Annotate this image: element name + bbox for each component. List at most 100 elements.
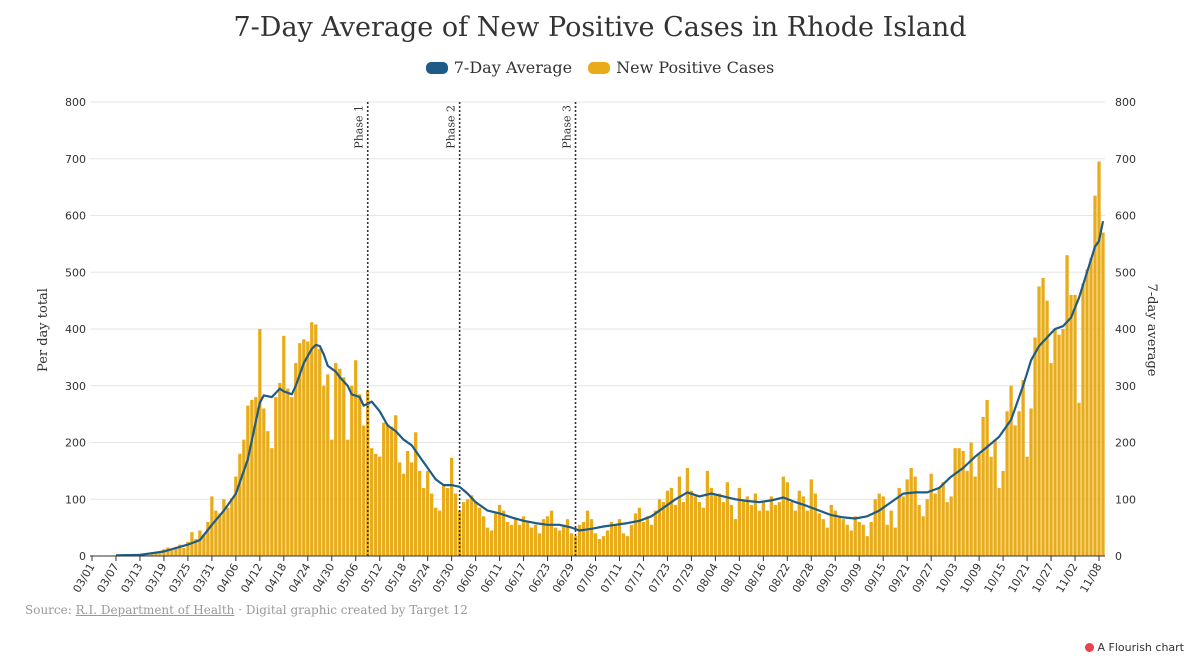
bar (274, 397, 278, 556)
bar (286, 388, 290, 556)
bar (410, 462, 414, 556)
x-tick-label: 08/04 (694, 561, 721, 595)
y-tick-label-right: 700 (1115, 153, 1136, 166)
bar (290, 397, 294, 556)
bar (781, 476, 785, 556)
bar (713, 493, 718, 556)
bar (669, 487, 674, 556)
y-axis-title-right: 7-day average (1144, 284, 1159, 377)
x-tick-label: 08/16 (742, 561, 769, 595)
bar (282, 335, 286, 556)
bar (453, 493, 458, 556)
bar (705, 470, 710, 556)
bar (442, 485, 446, 556)
flourish-credit[interactable]: A Flourish chart (1084, 641, 1184, 654)
bar (913, 476, 917, 556)
x-tick-label: 06/29 (550, 561, 577, 595)
bar (170, 550, 174, 556)
y-tick-label-right: 0 (1115, 550, 1122, 563)
y-tick-label-right: 400 (1115, 323, 1136, 336)
bar (378, 456, 382, 556)
bar (1017, 411, 1021, 556)
x-tick-label: 07/11 (598, 561, 625, 595)
bar (242, 439, 246, 556)
y-tick-label-left: 800 (65, 96, 86, 109)
bar (386, 424, 390, 556)
bar (198, 530, 202, 556)
bar (849, 530, 853, 556)
source-label: Source: (25, 603, 72, 617)
bar (342, 377, 346, 556)
bar (1061, 329, 1065, 556)
bar (1101, 232, 1105, 556)
bar (665, 490, 670, 556)
bar (989, 456, 993, 556)
bar (937, 487, 941, 556)
flourish-label: A Flourish chart (1097, 641, 1184, 654)
bar (422, 487, 426, 556)
bar (873, 499, 877, 556)
bar (537, 533, 542, 556)
bar (621, 533, 626, 556)
bar (150, 554, 154, 556)
bar (993, 439, 997, 556)
bar (1065, 255, 1069, 556)
bar (901, 496, 905, 556)
bar (861, 524, 865, 556)
bar (721, 502, 726, 556)
bar (821, 519, 825, 556)
bar (577, 524, 582, 556)
bar (661, 502, 666, 556)
bar (370, 448, 374, 556)
x-tick-label: 08/28 (790, 561, 817, 595)
x-tick-label: 08/22 (766, 561, 793, 595)
bar (238, 453, 242, 556)
phase-label: Phase 3 (561, 105, 574, 149)
bar (997, 487, 1001, 556)
source-link[interactable]: R.I. Department of Health (75, 603, 235, 617)
bar (1045, 300, 1049, 556)
bar (949, 496, 953, 556)
bar (617, 519, 622, 556)
bar (837, 516, 841, 556)
bar (741, 499, 746, 556)
bar (629, 524, 634, 556)
bar (897, 487, 901, 556)
bar (434, 507, 438, 556)
bar (985, 399, 989, 556)
bar (1037, 286, 1041, 556)
bar (314, 324, 318, 556)
bar (589, 519, 594, 556)
bar (166, 547, 170, 556)
phase-annotations: Phase 1 Phase 2 Phase 3 (353, 102, 577, 556)
bar (406, 451, 410, 556)
bar (158, 553, 162, 556)
bar (885, 524, 889, 556)
legend-item-average[interactable]: 7-Day Average (425, 58, 573, 77)
bar (461, 502, 466, 556)
bar (306, 341, 310, 556)
bar (925, 499, 929, 556)
bar (769, 496, 773, 556)
bar (785, 482, 789, 556)
credit-text: · Digital graphic created by Target 12 (238, 603, 468, 617)
bar (601, 536, 606, 556)
bar (961, 451, 965, 556)
y-tick-label-right: 800 (1115, 96, 1136, 109)
bar (501, 510, 506, 556)
bar (1001, 470, 1005, 556)
x-tick-label: 07/17 (622, 561, 649, 595)
bar (973, 476, 977, 556)
bar (801, 496, 805, 556)
bar (338, 368, 342, 556)
x-tick-label: 10/09 (958, 561, 985, 595)
bar (350, 385, 354, 556)
phase-label: Phase 1 (353, 105, 366, 149)
bar (258, 329, 262, 556)
bar (226, 507, 230, 556)
bar (817, 513, 821, 556)
bar (1041, 277, 1045, 556)
bar (953, 448, 957, 556)
legend-label-average: 7-Day Average (453, 58, 573, 77)
legend-item-cases[interactable]: New Positive Cases (588, 58, 774, 77)
